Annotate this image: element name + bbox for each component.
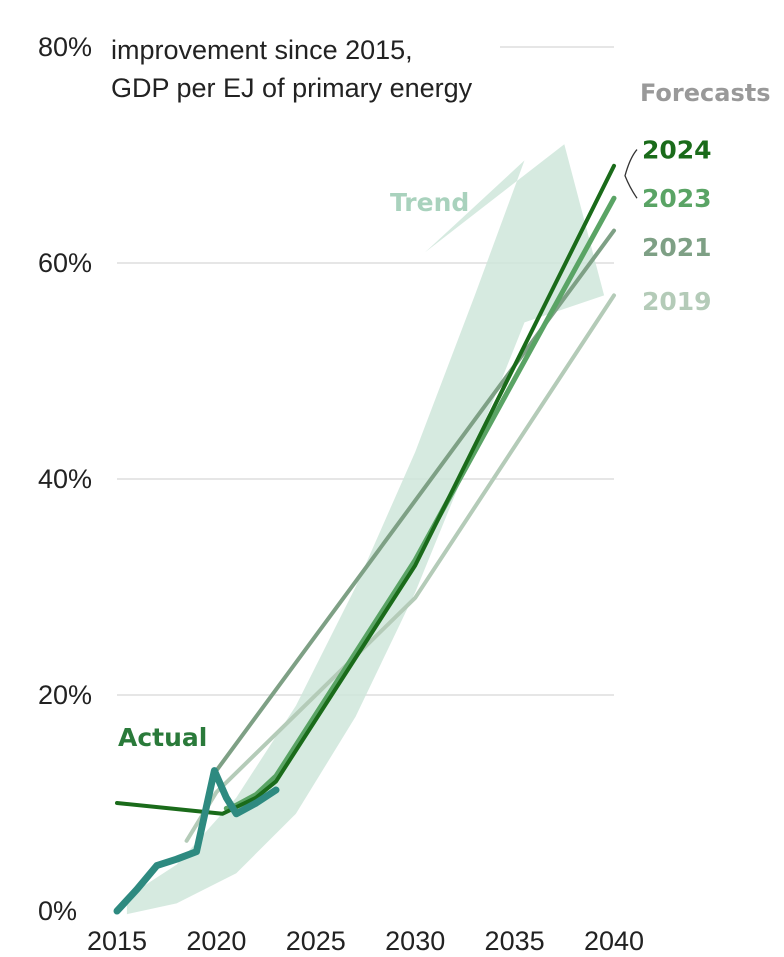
forecast-bracket	[624, 149, 638, 199]
forecast-label-2023: 2023	[642, 184, 712, 213]
y-tick-label: 20%	[38, 680, 92, 710]
subtitle-line-1: improvement since 2015,	[111, 35, 413, 65]
x-tick-label: 2020	[186, 926, 246, 956]
trend-arrow	[126, 144, 605, 915]
forecast-label-2019: 2019	[642, 287, 712, 316]
x-tick-label: 2035	[485, 926, 545, 956]
x-tick-label: 2015	[87, 926, 147, 956]
y-tick-label: 80%	[38, 32, 92, 62]
x-tick-label: 2030	[385, 926, 445, 956]
subtitle-line-2: GDP per EJ of primary energy	[111, 73, 473, 103]
forecasts-heading: Forecasts	[640, 79, 771, 107]
y-tick-label: 0%	[38, 896, 77, 926]
trend-label: Trend	[390, 188, 469, 217]
x-tick-label: 2025	[286, 926, 346, 956]
series-layer	[113, 163, 617, 915]
y-tick-label: 60%	[38, 248, 92, 278]
y-tick-label: 40%	[38, 464, 92, 494]
actual-label: Actual	[118, 723, 207, 752]
series-line-actual	[113, 767, 280, 915]
trend-layer	[126, 144, 605, 915]
x-tick-label: 2040	[584, 926, 644, 956]
text-layer: improvement since 2015, GDP per EJ of pr…	[38, 32, 771, 956]
forecast-label-2021: 2021	[642, 233, 712, 262]
forecast-label-2024: 2024	[642, 136, 712, 165]
